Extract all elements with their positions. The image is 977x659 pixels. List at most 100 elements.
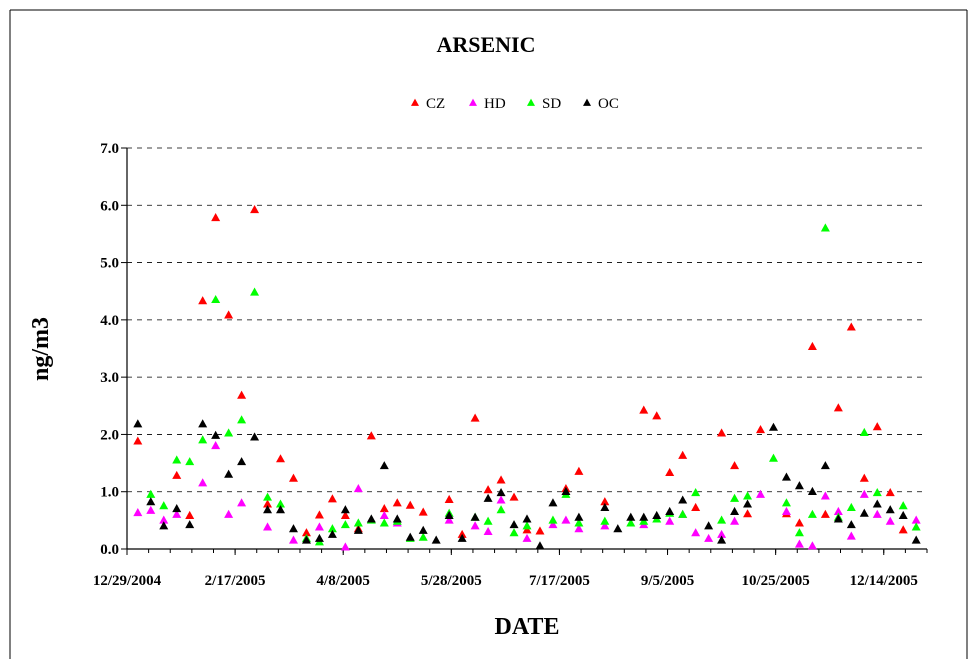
data-point [250, 432, 260, 441]
data-point [820, 491, 830, 500]
data-point [224, 428, 234, 437]
data-point [237, 457, 247, 466]
data-point [704, 533, 714, 542]
data-point [522, 521, 532, 530]
data-point [483, 526, 493, 536]
data-point [198, 478, 208, 487]
data-point [859, 508, 869, 517]
data-point [600, 516, 610, 525]
data-point [263, 505, 273, 514]
data-point [509, 520, 519, 529]
series-hd [133, 441, 921, 551]
legend-label: CZ [426, 96, 445, 112]
data-point [639, 512, 649, 521]
x-tick-label: 12/14/2005 [850, 573, 918, 589]
data-point [794, 539, 804, 548]
data-point [470, 521, 480, 530]
data-point [509, 492, 519, 501]
data-point [470, 413, 480, 422]
data-point [898, 525, 908, 534]
series-sd [146, 223, 921, 546]
data-point [691, 528, 701, 537]
data-point [678, 509, 688, 518]
data-point [224, 310, 234, 319]
data-point [431, 535, 441, 544]
data-point [237, 498, 247, 507]
data-point [833, 506, 843, 516]
y-axis-title: ng/m3 [28, 317, 54, 381]
data-point [444, 494, 454, 503]
y-tick-label: 0.0 [100, 542, 119, 558]
data-point [392, 498, 402, 507]
data-point [405, 532, 415, 541]
legend-label: OC [598, 96, 619, 112]
y-axis: 0.0 1.0 2.0 3.0 4.0 5.0 6.0 7.0 [100, 141, 128, 558]
y-tick-label: 5.0 [100, 256, 119, 272]
data-point [483, 485, 493, 494]
data-point [678, 450, 688, 459]
data-point [717, 515, 727, 524]
data-point [898, 501, 908, 510]
data-point [872, 488, 882, 497]
data-point [327, 494, 337, 503]
data-point [756, 424, 766, 434]
data-point [405, 500, 415, 509]
data-point [743, 499, 753, 508]
data-point [911, 522, 921, 531]
data-point [288, 524, 298, 533]
legend-item-hd: HD [469, 96, 506, 112]
data-point [353, 518, 363, 527]
data-point [794, 481, 804, 490]
y-tick-label: 7.0 [100, 141, 119, 157]
data-point [833, 403, 843, 412]
data-point [211, 213, 221, 222]
data-point [859, 473, 869, 482]
y-tick-label: 2.0 [100, 427, 119, 443]
data-point [250, 205, 260, 214]
data-point [522, 514, 532, 523]
data-point [224, 469, 234, 478]
data-point [704, 521, 714, 530]
data-point [652, 510, 662, 520]
data-point [691, 502, 701, 511]
data-point [561, 515, 571, 524]
data-point [717, 529, 727, 538]
data-point [418, 507, 428, 516]
data-point [288, 535, 298, 544]
data-point [820, 509, 830, 518]
data-point [444, 515, 454, 524]
data-point [535, 526, 545, 535]
data-point [327, 524, 337, 533]
data-point [911, 515, 921, 524]
data-point [743, 509, 753, 518]
data-point [159, 501, 169, 510]
data-point [820, 461, 830, 470]
chart-title: ARSENIC [436, 32, 535, 57]
legend-item-cz: CZ [411, 96, 445, 112]
data-point [263, 499, 273, 508]
x-tick-label: 12/29/2004 [93, 573, 162, 589]
data-point [807, 509, 817, 518]
data-point [353, 483, 363, 493]
data-point [509, 528, 519, 537]
data-point [314, 522, 324, 531]
data-point [600, 521, 610, 530]
data-point [665, 516, 675, 525]
data-point [314, 510, 324, 519]
data-point [314, 533, 324, 542]
data-point [859, 489, 869, 498]
data-point [301, 528, 311, 537]
data-point [807, 486, 817, 495]
data-point [483, 493, 493, 502]
data-point [781, 498, 791, 507]
data-point [730, 461, 740, 470]
data-point [237, 415, 247, 424]
x-tick-label: 5/28/2005 [421, 573, 482, 589]
data-point [353, 525, 363, 534]
data-point [159, 515, 169, 524]
data-point [639, 405, 649, 414]
data-point [574, 518, 584, 527]
legend-item-sd: SD [527, 96, 561, 112]
data-point [768, 422, 778, 431]
x-axis: 12/29/2004 2/17/2005 4/8/2005 5/28/2005 7/17… [93, 548, 928, 589]
